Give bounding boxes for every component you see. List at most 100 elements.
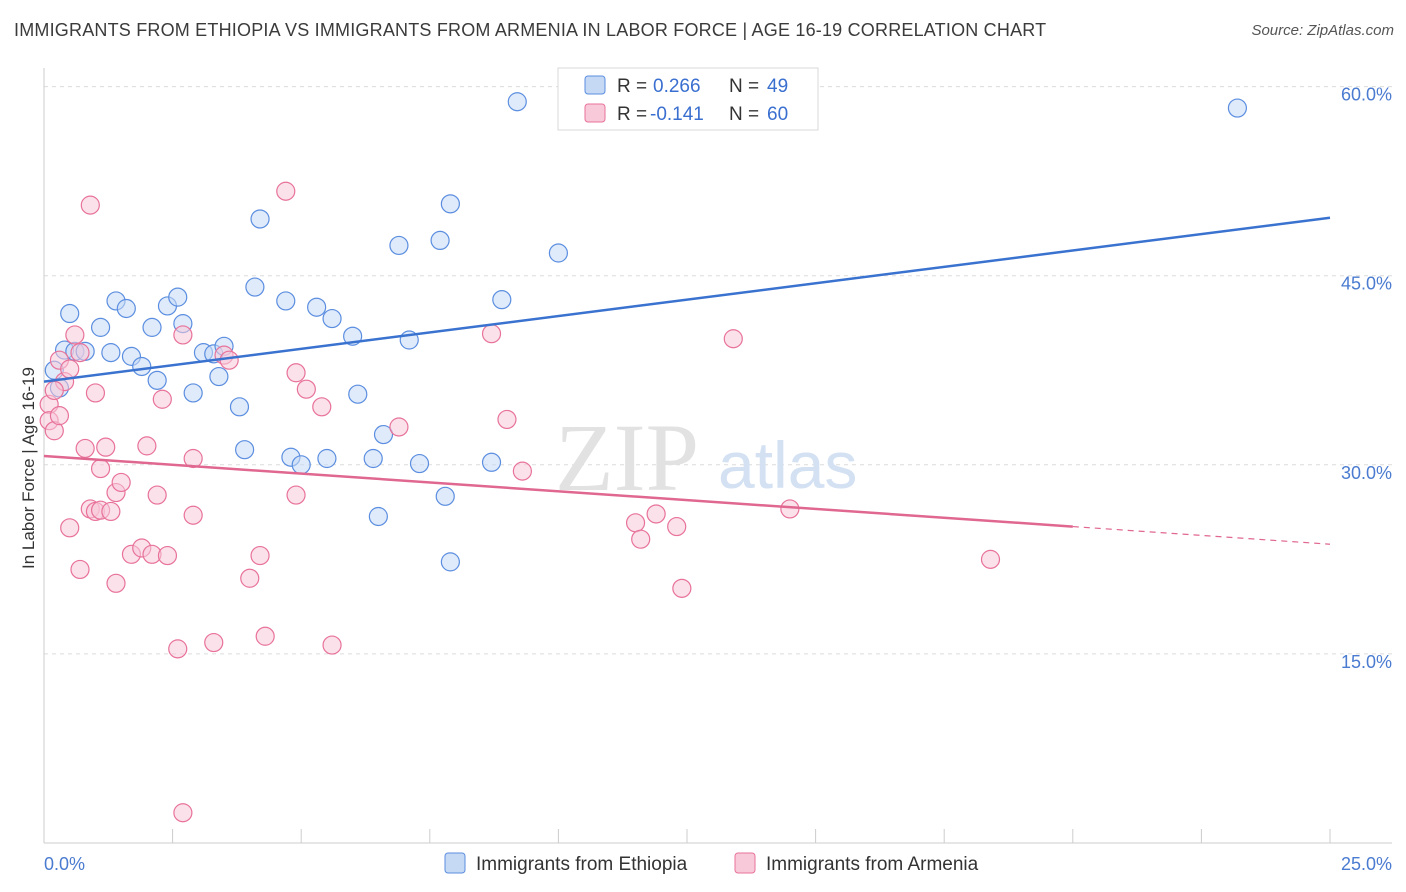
ethiopia-point [481, 452, 502, 472]
ethiopia-point [440, 552, 460, 572]
ethiopia-point [132, 356, 152, 377]
armenia-point [296, 379, 316, 399]
legend-r-value-ethiopia: 0.266 [653, 76, 701, 97]
y-tick-label: 45.0% [1341, 274, 1392, 294]
ethiopia-point [183, 383, 203, 403]
ethiopia-point [373, 424, 394, 445]
armenia-point [80, 195, 100, 215]
stats-legend: R = 0.266 N = 49 R = -0.141 N = 60 [557, 67, 819, 131]
armenia-point [137, 436, 157, 456]
armenia-point [152, 389, 172, 409]
ethiopia-point [548, 243, 569, 263]
armenia-point [286, 363, 306, 383]
legend-swatch-ethiopia [584, 75, 606, 95]
legend-n-label-armenia: N = [729, 104, 759, 125]
armenia-point [173, 325, 193, 345]
x-tick-label-max: 25.0% [1341, 854, 1392, 874]
armenia-point [60, 518, 80, 538]
armenia-point [60, 359, 80, 379]
chart-title: IMMIGRANTS FROM ETHIOPIA VS IMMIGRANTS F… [14, 20, 1047, 40]
armenia-point [512, 461, 532, 481]
ethiopia-point [389, 235, 409, 256]
ethiopia-point [142, 317, 162, 337]
armenia-point [631, 529, 651, 549]
ethiopia-point [116, 298, 136, 319]
y-tick-label: 30.0% [1341, 463, 1392, 483]
armenia-point [389, 417, 409, 437]
ethiopia-point [322, 308, 342, 329]
armenia-point [312, 397, 332, 417]
legend-r-label-armenia: R = [617, 104, 647, 125]
legend-r-label-ethiopia: R = [617, 76, 647, 97]
armenia-point [625, 513, 646, 533]
armenia-point [168, 639, 188, 659]
ethiopia-point [168, 287, 188, 307]
armenia-point [85, 383, 106, 403]
armenia-point [173, 803, 193, 823]
armenia-point [240, 568, 260, 588]
series-legend-label-ethiopia: Immigrants from Ethiopia [476, 854, 688, 875]
armenia-point [147, 485, 167, 505]
ethiopia-point [147, 370, 167, 390]
watermark-atlas: atlas [718, 428, 857, 502]
ethiopia-point [291, 455, 311, 475]
armenia-point [276, 181, 296, 201]
ethiopia-point [492, 290, 512, 310]
ethiopia-point [90, 317, 111, 337]
armenia-point [65, 325, 85, 345]
legend-r-value-armenia: -0.141 [650, 104, 704, 125]
ethiopia-point [430, 230, 450, 251]
ethiopia-point [368, 506, 388, 527]
ethiopia-point [348, 384, 368, 404]
armenia-point [255, 626, 275, 646]
armenia-point [111, 472, 131, 493]
armenia-point [667, 516, 687, 537]
armenia-point [106, 573, 126, 593]
ethiopia-point [250, 209, 270, 229]
armenia-point [183, 448, 203, 469]
legend-swatch-armenia [584, 103, 606, 123]
series-legend: Immigrants from Ethiopia Immigrants from… [444, 852, 979, 875]
armenia-point [157, 545, 178, 566]
armenia-point [980, 549, 1001, 569]
source-credit: Source: ZipAtlas.com [1251, 22, 1394, 39]
armenia-point [183, 505, 203, 525]
trend-line-armenia [43, 454, 1073, 528]
legend-n-value-ethiopia: 49 [767, 76, 788, 97]
ethiopia-point [363, 448, 383, 469]
armenia-point [44, 380, 64, 401]
armenia-point [70, 559, 90, 580]
ethiopia-point [317, 448, 337, 469]
legend-n-label-ethiopia: N = [729, 76, 759, 97]
armenia-point [101, 501, 121, 522]
ethiopia-point [235, 440, 255, 460]
tick-labels: 15.0% 30.0% 45.0% 60.0% 0.0% 25.0% [44, 85, 1392, 874]
y-tick-label: 60.0% [1341, 85, 1392, 105]
armenia-point [96, 437, 116, 457]
ethiopia-point [101, 343, 121, 363]
armenia-point [250, 545, 270, 566]
trend-lines [43, 216, 1331, 545]
armenia-point [49, 406, 70, 426]
armenia-point [672, 578, 692, 598]
series-armenia-points [39, 181, 1001, 823]
armenia-point [481, 324, 502, 344]
ethiopia-point [409, 453, 430, 474]
armenia-point [646, 504, 666, 524]
ethiopia-point [1227, 98, 1248, 118]
legend-n-value-armenia: 60 [767, 104, 788, 125]
ethiopia-point [440, 194, 460, 214]
ethiopia-point [245, 277, 265, 297]
axes [43, 68, 1392, 844]
ethiopia-point [209, 366, 229, 387]
ethiopia-point [276, 291, 296, 311]
armenia-point [219, 350, 239, 370]
x-tick-label-min: 0.0% [44, 854, 85, 874]
armenia-point [322, 635, 342, 655]
y-axis-label: In Labor Force | Age 16-19 [19, 367, 38, 569]
armenia-point [90, 458, 111, 479]
trend-line-ethiopia [43, 216, 1331, 383]
ethiopia-point [435, 486, 455, 506]
ethiopia-point [60, 303, 80, 324]
